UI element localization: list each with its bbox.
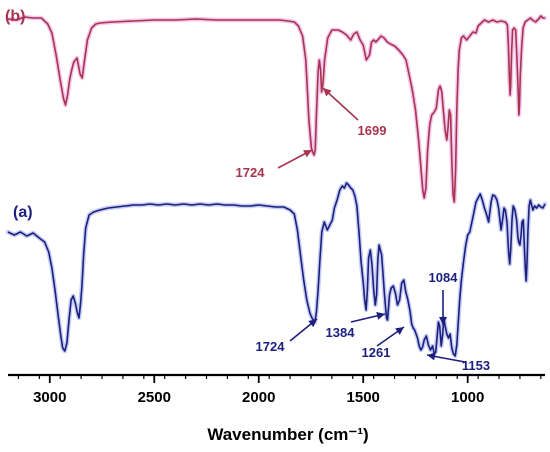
x-tick-label-2500: 2500 [138,389,171,406]
annotation-arrowhead [376,311,385,320]
series-glow-a [5,180,548,359]
x-tick-label-3000: 3000 [33,389,66,406]
annotation-arrowhead [303,150,312,158]
annotation-arrowhead [308,319,317,328]
annotation-arrowhead [323,88,332,97]
annotation-label: 1724 [256,339,286,354]
annotation-arrowhead [395,327,404,335]
annotation-label: 1261 [362,345,391,360]
annotation-label: 1724 [236,165,266,180]
annotation-label: 1699 [358,123,387,138]
annotation-arrowhead [439,317,447,325]
annotation-label: 1153 [462,358,490,373]
x-axis: 3000 2500 2000 1500 1000 [8,373,545,406]
annotation-label: 1084 [429,270,459,285]
series-glow-b [5,13,548,205]
annotation-1084: 1084 [429,270,459,325]
annotation-1153: 1153 [426,352,490,373]
panel-label-a: (a) [13,204,33,221]
x-axis-title: Wavenumber (cm⁻¹) [207,425,368,444]
x-tick-label-1500: 1500 [347,389,380,406]
annotation-1261: 1261 [362,326,405,360]
series-line-b [7,15,545,203]
annotation-layer: 1724 1699 1724 1384 1261 1153 1084 [236,87,490,373]
x-tick-label-1000: 1000 [451,389,484,406]
panel-label-b: (b) [5,8,25,25]
annotation-1699: 1699 [322,87,387,138]
annotation-1724: 1724 [236,149,313,180]
annotation-1384: 1384 [326,311,386,340]
annotation-1724: 1724 [256,318,318,354]
annotation-label: 1384 [326,325,356,340]
annotation-arrowhead [427,352,436,361]
series-layer [5,13,548,359]
x-tick-label-2000: 2000 [242,389,275,406]
series-line-a [7,182,546,357]
